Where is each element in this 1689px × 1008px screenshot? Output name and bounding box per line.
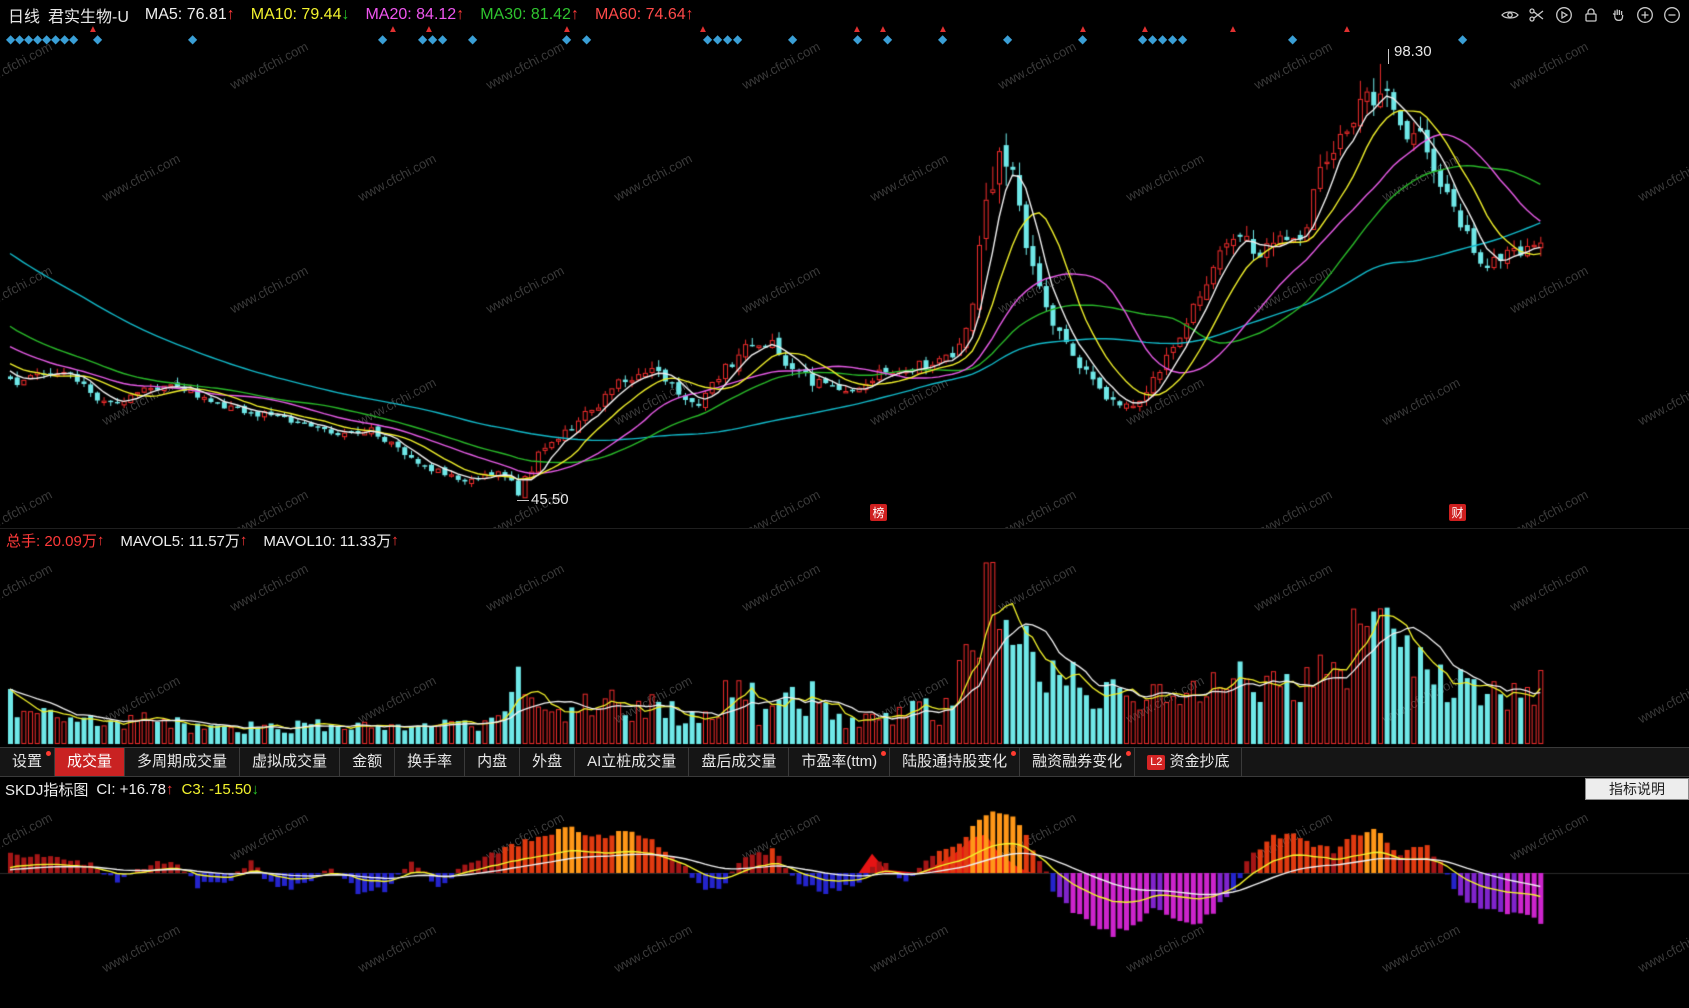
notification-dot xyxy=(46,751,52,756)
volume-total-readout: 总手: 20.09万 xyxy=(6,533,97,550)
tab-fund-bottom-fishing[interactable]: L2 资金抄底 xyxy=(1135,748,1243,776)
price-low-annotation: 45.50 xyxy=(531,491,569,508)
trend-arrow: ↑ xyxy=(570,6,579,23)
ci-readout: CI: +16.78 xyxy=(96,780,166,798)
tab-multi-period-volume[interactable]: 多周期成交量 xyxy=(125,748,241,776)
trend-arrow: ↑ xyxy=(226,6,235,23)
period-selector[interactable]: 日线 xyxy=(8,9,41,26)
trend-arrow: ↓ xyxy=(251,780,260,798)
tab-after-hours-volume[interactable]: 盘后成交量 xyxy=(689,748,790,776)
trend-arrow: ↑ xyxy=(96,532,105,549)
tab-settings[interactable]: 设置 xyxy=(0,748,56,776)
tab-label: 盘后成交量 xyxy=(701,753,777,770)
trend-arrow: ↑ xyxy=(165,780,174,798)
l2-badge: L2 xyxy=(1147,754,1166,770)
tab-label: 陆股通持股变化 xyxy=(902,753,1008,770)
pan-hand-icon[interactable] xyxy=(1609,6,1627,24)
tab-volume[interactable]: 成交量 xyxy=(55,748,126,776)
tab-northbound-holdings[interactable]: 陆股通持股变化 xyxy=(890,748,1021,776)
main-chart-pane: www.cfchi.comwww.cfchi.comwww.cfchi.comw… xyxy=(0,25,1689,528)
ma-readout-ma5: MA5: 76.81↑ xyxy=(144,6,235,23)
tab-amount[interactable]: 金额 xyxy=(340,748,396,776)
zoom-in-icon[interactable] xyxy=(1636,6,1654,24)
tab-label: 资金抄底 xyxy=(1169,753,1230,770)
price-high-annotation: 98.30 xyxy=(1394,43,1432,60)
ma-readout-ma20: MA20: 84.12↑ xyxy=(365,6,465,23)
eye-icon[interactable] xyxy=(1501,6,1519,24)
tab-label: 多周期成交量 xyxy=(137,753,228,770)
tab-label: 市盈率(ttm) xyxy=(801,753,878,770)
mavol10-readout: MAVOL10: 11.33万 xyxy=(263,533,392,550)
ma-readout-ma60: MA60: 74.64↑ xyxy=(594,6,694,23)
rank-badge[interactable]: 榜 xyxy=(870,504,887,521)
volume-header: 总手: 20.09万 ↑ MAVOL5: 11.57万 ↑ MAVOL10: 1… xyxy=(0,528,1689,552)
skdj-header: SKDJ指标图 CI: +16.78 ↑ C3: -15.50 ↓ xyxy=(0,777,1689,801)
tab-label: 换手率 xyxy=(407,753,453,770)
skdj-pane: www.cfchi.comwww.cfchi.comwww.cfchi.comw… xyxy=(0,801,1689,1008)
tab-turnover-rate[interactable]: 换手率 xyxy=(395,748,466,776)
tab-margin-trading[interactable]: 融资融券变化 xyxy=(1020,748,1136,776)
trend-arrow: ↑ xyxy=(456,6,465,23)
volume-canvas[interactable] xyxy=(0,552,1689,747)
tab-virtual-volume[interactable]: 虚拟成交量 xyxy=(240,748,341,776)
ma-readout-ma30: MA30: 81.42↑ xyxy=(480,6,579,23)
tab-pe-ttm[interactable]: 市盈率(ttm) xyxy=(789,748,891,776)
notification-dot xyxy=(1011,751,1017,756)
zoom-out-icon[interactable] xyxy=(1663,6,1681,24)
tab-label: 设置 xyxy=(12,753,43,770)
candlestick-canvas[interactable] xyxy=(0,30,1689,528)
skdj-canvas[interactable] xyxy=(0,801,1689,1008)
symbol-name[interactable]: 君实生物-U xyxy=(48,9,129,26)
tab-label: 外盘 xyxy=(532,753,563,770)
tab-label: 内盘 xyxy=(477,753,508,770)
tab-inner-volume[interactable]: 内盘 xyxy=(465,748,521,776)
tab-label: AI立桩成交量 xyxy=(587,753,677,770)
ma-readout-group: MA5: 76.81↑ MA10: 79.44↓ MA20: 84.12↑ MA30:… xyxy=(129,6,694,24)
chart-header: 日线 君实生物-U MA5: 76.81↑ MA10: 79.44↓ MA20: 8… xyxy=(0,0,1689,30)
tab-ai-volume[interactable]: AI立桩成交量 xyxy=(575,748,690,776)
wealth-badge[interactable]: 财 xyxy=(1449,504,1466,521)
scissors-icon[interactable] xyxy=(1528,6,1546,24)
notification-dot xyxy=(1126,751,1132,756)
trend-arrow: ↑ xyxy=(239,532,248,549)
lock-icon[interactable] xyxy=(1582,6,1600,24)
tab-label: 融资融券变化 xyxy=(1032,753,1123,770)
notification-dot xyxy=(881,751,887,756)
trend-arrow: ↑ xyxy=(685,6,694,23)
header-toolbar xyxy=(1501,0,1681,30)
trend-arrow: ↓ xyxy=(341,6,350,23)
trend-arrow: ↑ xyxy=(391,532,399,549)
high-annotation-line xyxy=(1388,49,1389,64)
replay-icon[interactable] xyxy=(1555,6,1573,24)
low-annotation-line xyxy=(517,500,529,501)
indicator-explain-button[interactable]: 指标说明 xyxy=(1585,778,1689,800)
tab-label: 虚拟成交量 xyxy=(252,753,328,770)
skdj-title: SKDJ指标图 xyxy=(5,781,89,799)
mavol5-readout: MAVOL5: 11.57万 xyxy=(120,533,240,550)
tab-outer-volume[interactable]: 外盘 xyxy=(520,748,576,776)
volume-pane: www.cfchi.comwww.cfchi.comwww.cfchi.comw… xyxy=(0,552,1689,747)
indicator-tab-bar: 设置 成交量 多周期成交量 虚拟成交量 金额 换手率 内盘 外盘 AI立桩成交量 盘后成交量 市盈率… xyxy=(0,747,1689,777)
ma-readout-ma10: MA10: 79.44↓ xyxy=(250,6,350,23)
tab-label: 成交量 xyxy=(67,753,113,770)
c3-readout: C3: -15.50 xyxy=(181,780,252,798)
tab-label: 金额 xyxy=(352,753,383,770)
